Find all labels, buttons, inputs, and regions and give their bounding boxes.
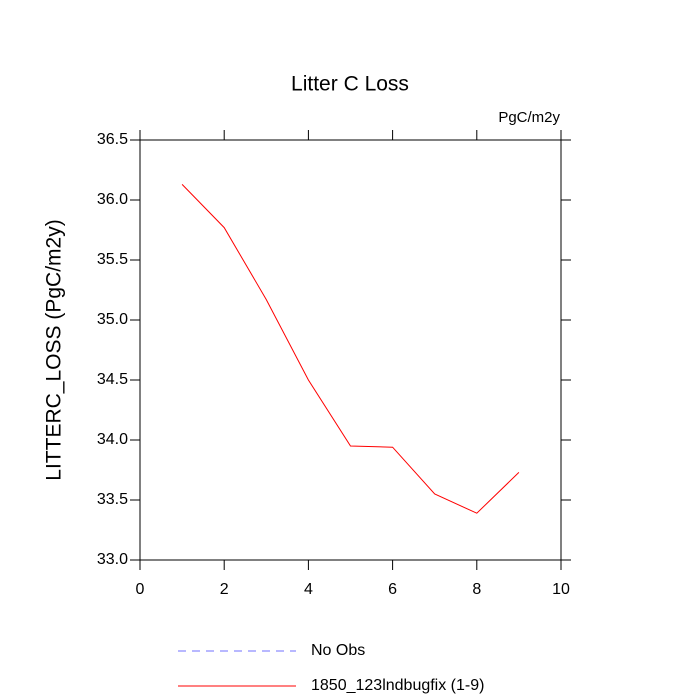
y-tick-label: 36.5	[97, 131, 128, 148]
x-tick-label: 2	[220, 581, 229, 598]
y-tick-label: 35.5	[97, 251, 128, 268]
y-tick-label: 33.5	[97, 491, 128, 508]
x-tick-label: 10	[552, 581, 570, 598]
data-line	[181, 184, 520, 514]
y-tick-label: 36.0	[97, 191, 128, 208]
y-tick-label: 34.0	[97, 431, 128, 448]
x-tick-label: 6	[388, 581, 397, 598]
legend-label: 1850_123lndbugfix (1-9)	[311, 677, 484, 694]
legend-label: No Obs	[311, 642, 365, 659]
x-tick-label: 8	[472, 581, 481, 598]
y-tick-label: 33.0	[97, 551, 128, 568]
units-label: PgC/m2y	[498, 109, 560, 126]
plot-frame	[139, 139, 562, 561]
chart-title: Litter C Loss	[291, 73, 409, 96]
y-tick-label: 34.5	[97, 371, 128, 388]
x-tick-label: 4	[304, 581, 313, 598]
x-tick-label: 0	[136, 581, 145, 598]
y-axis-label: LITTERC_LOSS (PgC/m2y)	[43, 219, 66, 480]
y-tick-label: 35.0	[97, 311, 128, 328]
